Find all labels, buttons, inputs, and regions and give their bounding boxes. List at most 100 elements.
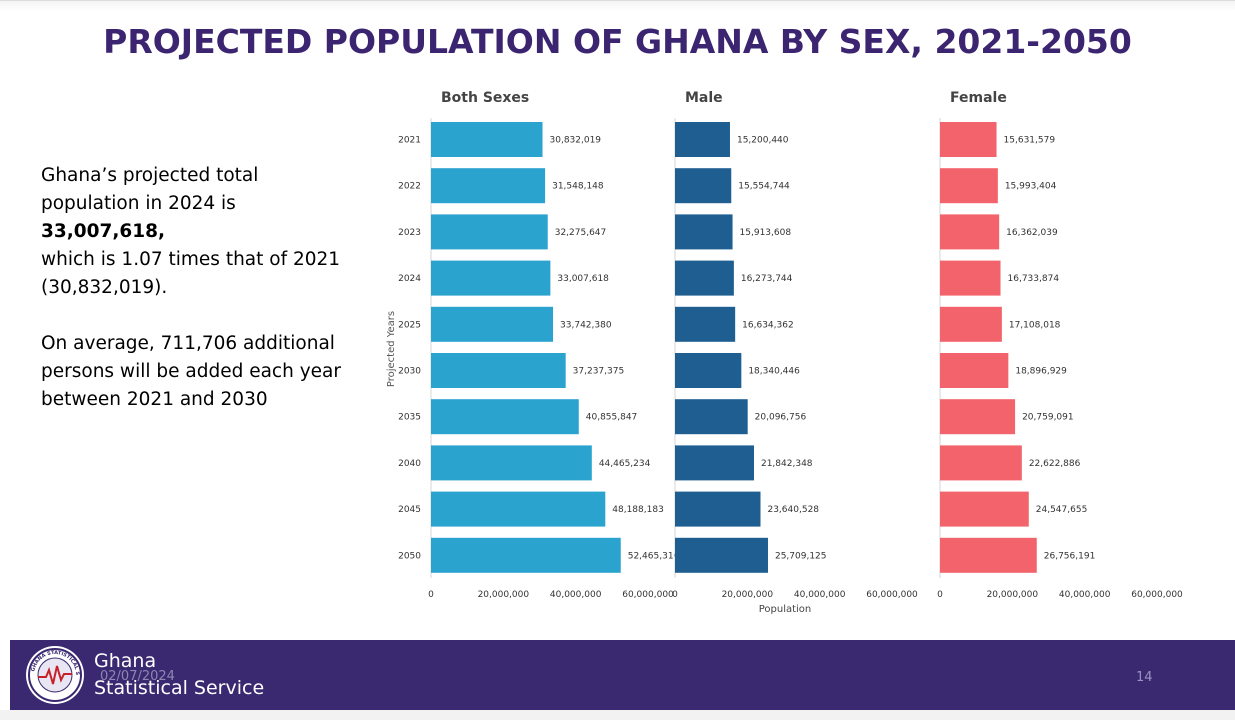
bar [940, 445, 1022, 481]
bar [431, 445, 592, 481]
x-tick-label: 40,000,000 [550, 590, 602, 600]
footer-bottom-strip [0, 710, 1235, 720]
x-tick-label: 60,000,000 [622, 590, 674, 600]
bar [675, 306, 736, 342]
slide-date: 02/07/2024 [100, 669, 175, 684]
year-tick-label: 2024 [398, 274, 421, 284]
x-tick-label: 0 [428, 590, 434, 600]
year-tick-label: 2050 [398, 551, 421, 561]
bar-value-label: 20,759,091 [1022, 413, 1074, 423]
summary-line-1: Ghana’s projected total population in 20… [41, 165, 259, 214]
bar [675, 399, 748, 435]
bar [431, 353, 566, 388]
bar [431, 399, 579, 435]
bar-value-label: 16,634,362 [742, 320, 794, 330]
x-tick-label: 20,000,000 [478, 590, 530, 600]
x-tick-label: 20,000,000 [987, 590, 1039, 600]
summary-paragraph-2: On average, 711,706 additional persons w… [41, 333, 341, 410]
bar-value-label: 16,362,039 [1006, 228, 1058, 238]
bar-value-label: 15,631,579 [1004, 136, 1056, 146]
x-axis-title: Population [759, 604, 812, 615]
bar-value-label: 18,896,929 [1015, 367, 1067, 377]
bar [940, 491, 1029, 527]
bar-value-label: 25,709,125 [775, 551, 827, 561]
slide-title: PROJECTED POPULATION OF GHANA BY SEX, 20… [103, 22, 1132, 61]
bar [431, 122, 543, 157]
bar [940, 537, 1037, 573]
org-name-line-1: Ghana [94, 650, 157, 672]
year-tick-label: 2023 [398, 228, 421, 238]
bar-value-label: 20,096,756 [755, 413, 807, 423]
bar [940, 399, 1016, 435]
bar-value-label: 15,913,608 [740, 228, 792, 238]
bar [675, 537, 768, 573]
footer-bar: GHANA STATISTICAL SERVICE Ghana 02/07/20… [10, 640, 1235, 710]
bar [675, 260, 734, 296]
bar-value-label: 23,640,528 [767, 505, 819, 515]
panel-title: Male [685, 90, 723, 106]
bar-value-label: 44,465,234 [599, 459, 651, 469]
bar [675, 445, 754, 481]
bar-value-label: 24,547,655 [1036, 505, 1088, 515]
x-tick-label: 20,000,000 [722, 590, 774, 600]
bar [431, 491, 606, 527]
bar-value-label: 15,554,744 [738, 182, 790, 192]
summary-line-2: which is 1.07 times that of 2021 (30,832… [41, 249, 341, 298]
population-bar-charts: Projected Years 2021 2022 2023 2024 2025 2030 2… [386, 90, 1183, 615]
bar-value-label: 48,188,183 [612, 505, 664, 515]
year-tick-label: 2040 [398, 459, 421, 469]
bar-value-label: 26,756,191 [1044, 551, 1096, 561]
year-tick-label: 2045 [398, 505, 421, 515]
org-name-line-2: Statistical Service [94, 677, 265, 699]
gss-logo-icon: GHANA STATISTICAL SERVICE [24, 644, 84, 704]
bar-value-label: 30,832,019 [550, 136, 602, 146]
year-tick-label: 2025 [398, 320, 421, 330]
x-tick-label: 0 [672, 590, 678, 600]
bar [940, 260, 1001, 296]
bar [431, 537, 621, 573]
bar [431, 306, 554, 342]
bar [940, 353, 1009, 388]
bar [940, 306, 1002, 342]
x-tick-label: 60,000,000 [866, 590, 918, 600]
bar-value-label: 15,200,440 [737, 136, 789, 146]
year-tick-label: 2030 [398, 367, 421, 377]
bar [675, 353, 742, 388]
x-tick-label: 40,000,000 [1059, 590, 1111, 600]
bar [431, 214, 548, 250]
bar-value-label: 40,855,847 [586, 413, 638, 423]
summary-text: Ghana’s projected total population in 20… [41, 162, 341, 442]
bar [675, 214, 733, 250]
bar-value-label: 31,548,148 [552, 182, 604, 192]
bar-value-label: 22,622,886 [1029, 459, 1081, 469]
bar [675, 491, 761, 527]
bar [675, 122, 730, 157]
summary-paragraph-1: Ghana’s projected total population in 20… [41, 162, 341, 302]
bar-value-label: 21,842,348 [761, 459, 813, 469]
bar-value-label: 18,340,446 [748, 367, 800, 377]
year-tick-label: 2021 [398, 136, 421, 146]
bar-value-label: 15,993,404 [1005, 182, 1057, 192]
page-number: 14 [1136, 670, 1153, 685]
year-tick-label: 2035 [398, 413, 421, 423]
bar-value-label: 32,275,647 [555, 228, 607, 238]
bar [431, 168, 546, 204]
summary-highlight-value: 33,007,618, [41, 221, 166, 242]
bar [940, 168, 998, 204]
bar [431, 260, 551, 296]
bar-value-label: 37,237,375 [573, 367, 625, 377]
top-rule [0, 0, 1235, 11]
bar-value-label: 33,007,618 [557, 274, 609, 284]
panel-title: Both Sexes [441, 90, 529, 106]
bar [675, 168, 732, 204]
bar [940, 214, 1000, 250]
bar-value-label: 52,465,316 [628, 551, 680, 561]
bar [940, 122, 997, 157]
x-tick-label: 60,000,000 [1131, 590, 1183, 600]
year-tick-label: 2022 [398, 182, 421, 192]
panel-title: Female [950, 90, 1007, 106]
bar-value-label: 33,742,380 [560, 320, 612, 330]
bar-value-label: 16,733,874 [1008, 274, 1060, 284]
y-axis-title: Projected Years [386, 311, 397, 387]
x-tick-label: 0 [937, 590, 943, 600]
